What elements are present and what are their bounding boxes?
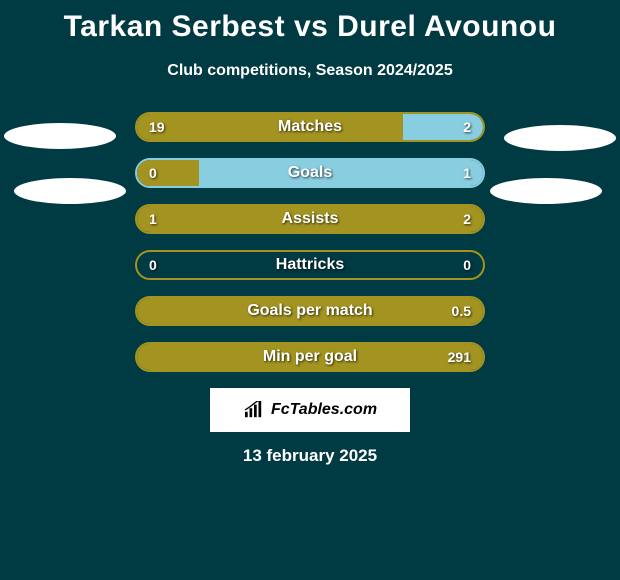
season-subtitle: Club competitions, Season 2024/2025	[0, 62, 620, 80]
stat-value-player2: 2	[463, 211, 471, 227]
stat-label: Goals	[288, 164, 332, 182]
stat-label: Goals per match	[247, 302, 372, 320]
stat-bar: Goals per match 0.5	[135, 296, 485, 326]
attribution-text: FcTables.com	[271, 401, 377, 419]
player2-team-shadow	[490, 178, 602, 204]
stat-label: Matches	[278, 118, 342, 136]
stat-label: Hattricks	[276, 256, 344, 274]
stat-value-player2: 0.5	[452, 303, 471, 319]
stat-fill-player1	[137, 114, 403, 140]
player2-avatar-shadow	[504, 125, 616, 151]
chart-icon	[243, 401, 265, 419]
stat-fill-player1	[137, 160, 199, 186]
stat-value-player2: 291	[448, 349, 471, 365]
stat-label: Min per goal	[263, 348, 357, 366]
stat-label: Assists	[282, 210, 339, 228]
stat-bar: 1 Assists 2	[135, 204, 485, 234]
stat-value-player1: 0	[149, 165, 157, 181]
stat-bar: 19 Matches 2	[135, 112, 485, 142]
date-label: 13 february 2025	[0, 446, 620, 466]
stat-bar: 0 Goals 1	[135, 158, 485, 188]
comparison-title: Tarkan Serbest vs Durel Avounou	[0, 0, 620, 44]
stats-container: 19 Matches 2 0 Goals 1 1 Assists 2 0 Hattricks 0 Goa…	[135, 112, 485, 372]
attribution-badge[interactable]: FcTables.com	[210, 388, 410, 432]
stat-bar: Min per goal 291	[135, 342, 485, 372]
stat-value-player1: 0	[149, 257, 157, 273]
stat-value-player2: 1	[463, 165, 471, 181]
stat-value-player2: 2	[463, 119, 471, 135]
stat-bar: 0 Hattricks 0	[135, 250, 485, 280]
stat-fill-player2	[199, 160, 483, 186]
stat-value-player2: 0	[463, 257, 471, 273]
player1-avatar-shadow	[4, 123, 116, 149]
stat-value-player1: 19	[149, 119, 165, 135]
stat-value-player1: 1	[149, 211, 157, 227]
player1-team-shadow	[14, 178, 126, 204]
